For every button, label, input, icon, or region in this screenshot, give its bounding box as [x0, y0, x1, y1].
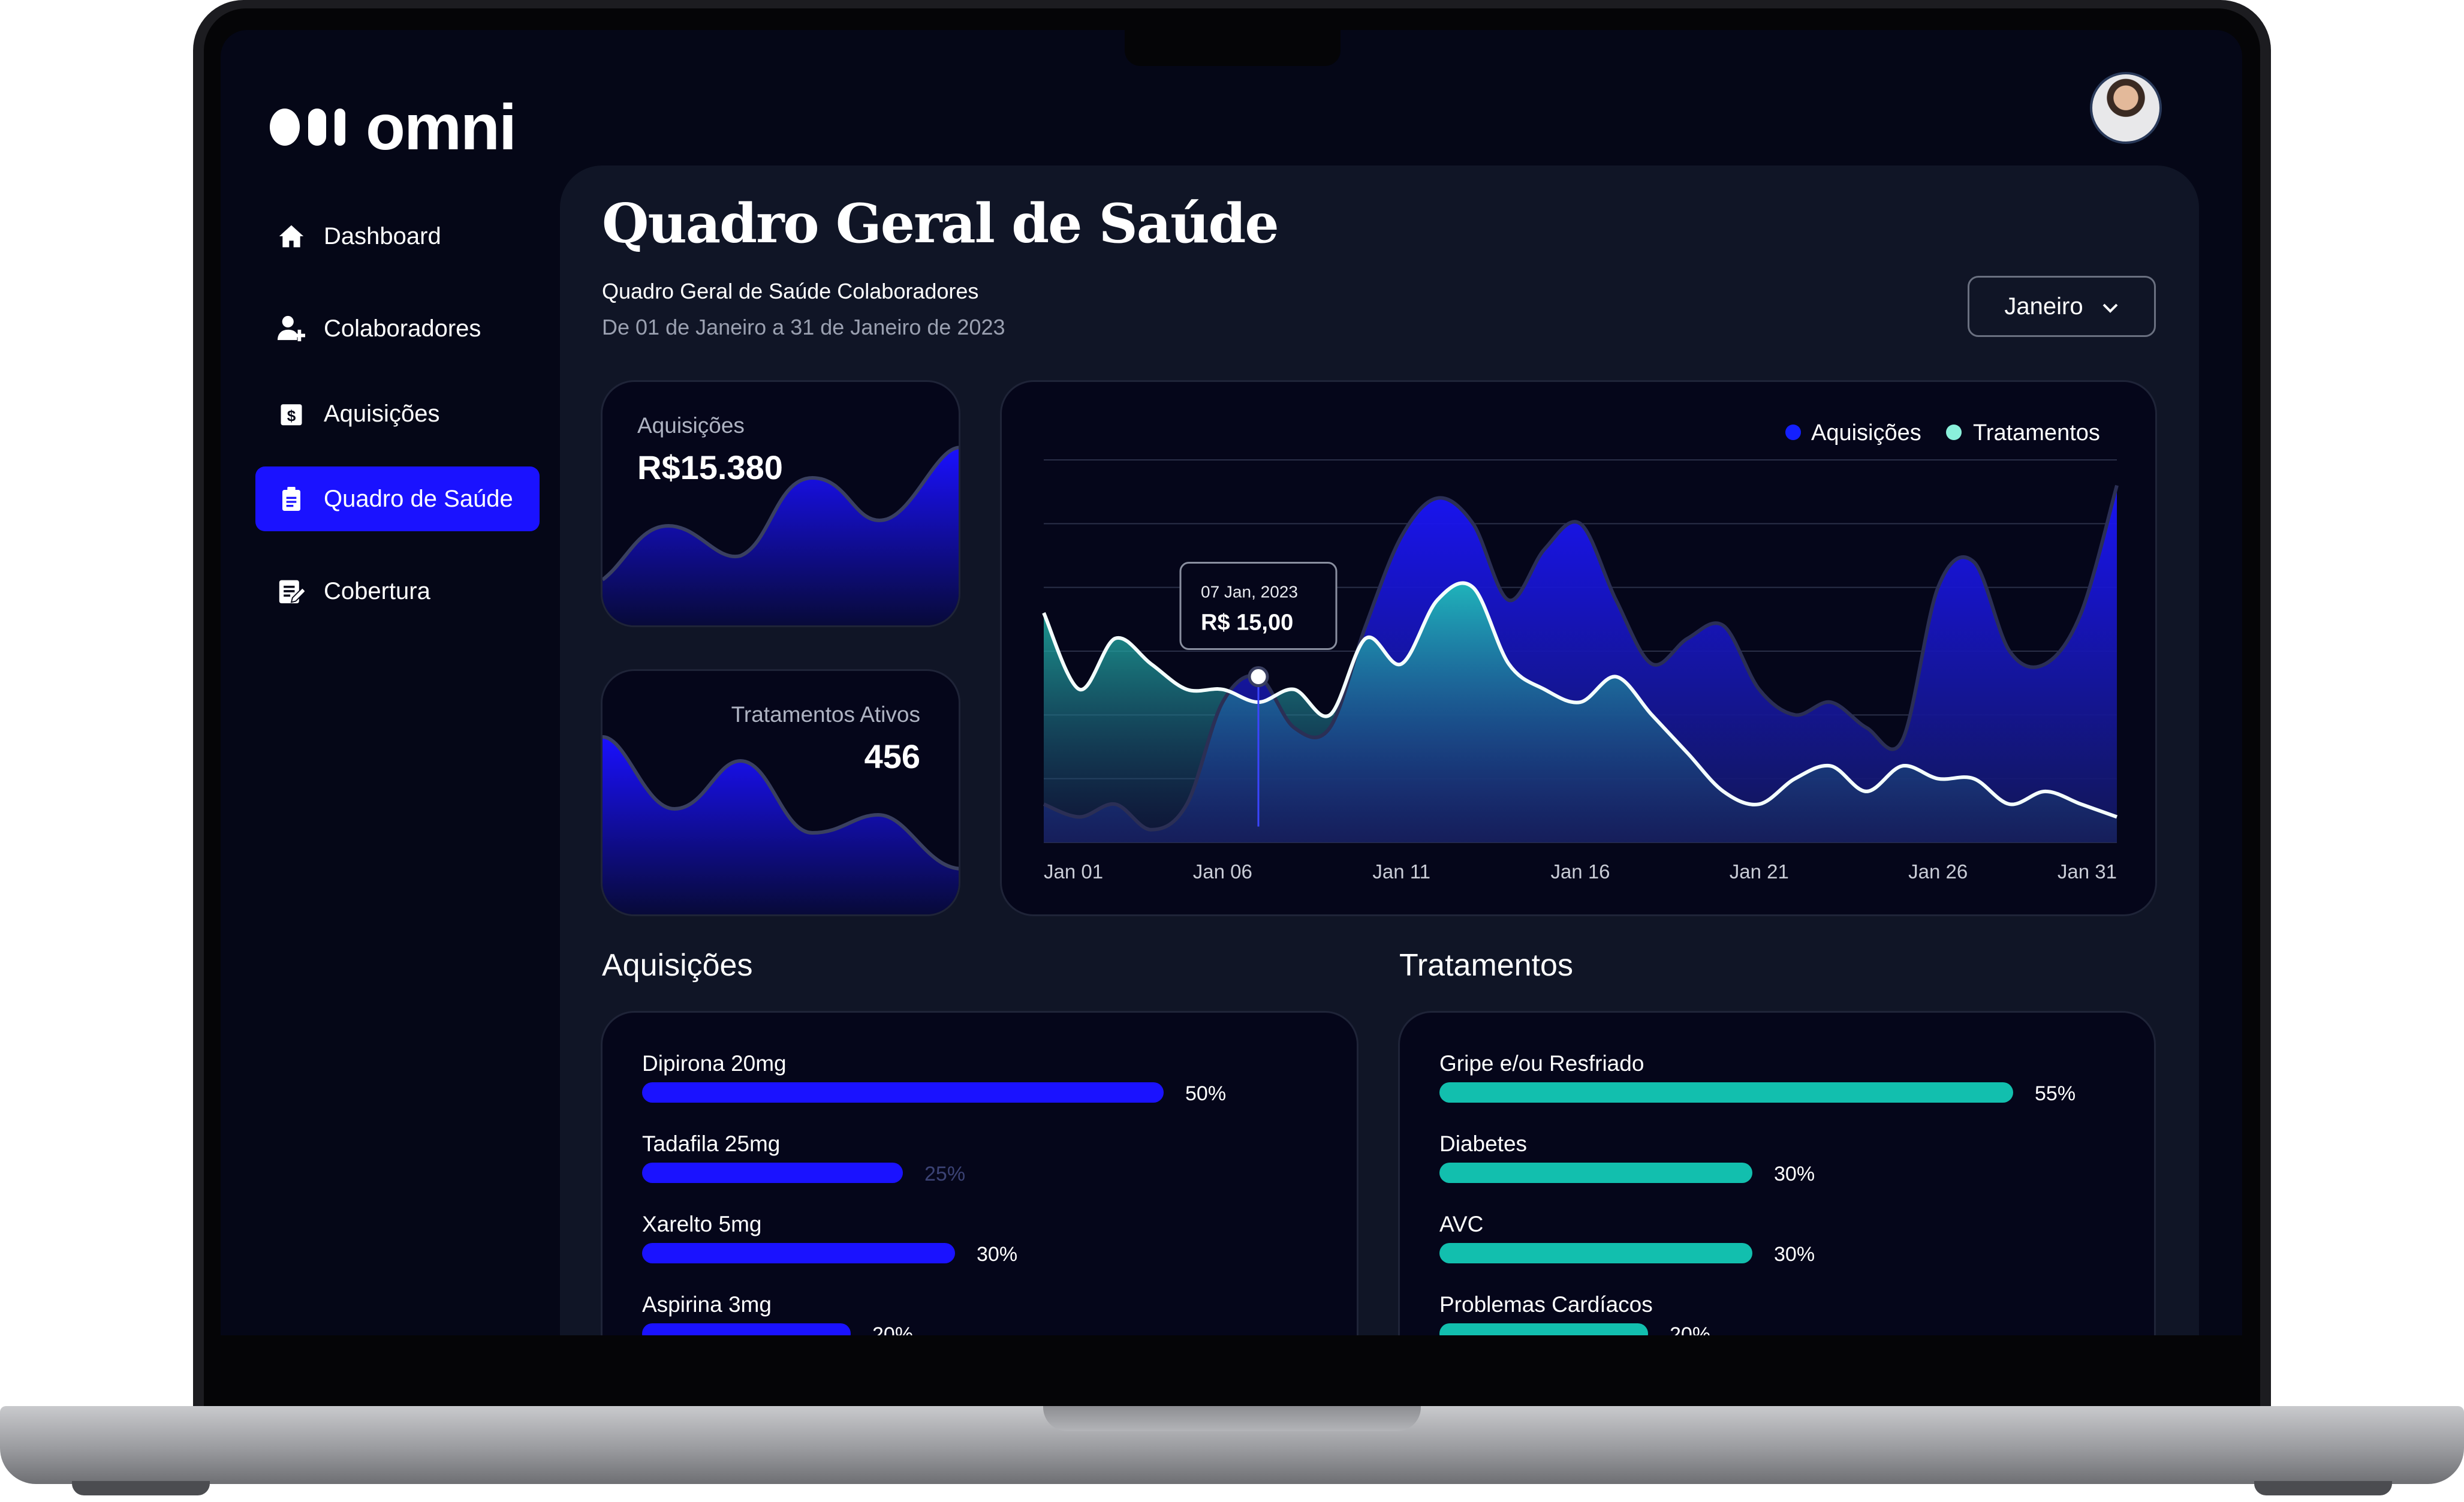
sidebar-item-label: Cobertura — [324, 577, 430, 604]
bar-label: Dipirona 20mg — [642, 1051, 787, 1076]
x-tick-label: Jan 06 — [1193, 860, 1252, 883]
progress-bar — [642, 1243, 955, 1263]
acquisitions-sparkline — [603, 446, 959, 625]
month-select[interactable]: Janeiro — [1968, 276, 2156, 337]
bar-label: Diabetes — [1439, 1131, 1528, 1156]
logo-mark-icon — [270, 109, 345, 146]
legend-dot-aquisicoes — [1785, 425, 1801, 440]
bar-percent: 30% — [977, 1243, 1018, 1266]
sidebar-item-colaboradores[interactable]: Colaboradores — [255, 296, 540, 361]
x-tick-label: Jan 01 — [1044, 860, 1103, 883]
kpi-label: Aquisições — [637, 413, 745, 438]
logo-text: omni — [366, 91, 517, 163]
kpi-value: 456 — [864, 738, 920, 775]
x-tick-label: Jan 21 — [1730, 860, 1789, 883]
progress-bar — [642, 1323, 851, 1335]
tooltip-date: 07 Jan, 2023 — [1201, 583, 1298, 601]
bar-label: Gripe e/ou Resfriado — [1439, 1051, 1644, 1076]
legend-dot-tratamentos — [1946, 425, 1962, 440]
progress-bar — [1439, 1163, 1752, 1183]
x-tick-label: Jan 26 — [1908, 860, 1968, 883]
sidebar-item-dashboard[interactable]: Dashboard — [255, 204, 540, 269]
sidebar-item-label: Aquisições — [324, 400, 440, 427]
tooltip-value: R$ 15,00 — [1201, 610, 1293, 636]
series-line-aquisicoes — [1043, 484, 2119, 832]
x-tick-label: Jan 16 — [1550, 860, 1610, 883]
series-area-tratamentos — [1044, 583, 2117, 842]
laptop-chin — [204, 1335, 2260, 1406]
progress-bar — [1439, 1323, 1648, 1335]
bar-percent: 30% — [1774, 1243, 1815, 1266]
chart-tooltip — [1179, 562, 1338, 651]
area-chart[interactable]: Jan 01 Jan 06 Jan 11 Jan 16 Jan 21 Jan 26 Jan … — [1002, 382, 2157, 916]
bar-label: Aspirina 3mg — [642, 1292, 772, 1317]
money-icon: $ — [275, 400, 308, 428]
bar-label: Problemas Cardíacos — [1439, 1292, 1653, 1317]
kpi-label: Tratamentos Ativos — [731, 702, 920, 727]
laptop-opening-notch — [1043, 1406, 1421, 1431]
bar-label: Tadafila 25mg — [642, 1131, 781, 1156]
acquisitions-list-card: Dipirona 20mg 50% Tadafila 25mg 25% Xarelto … — [601, 1011, 1358, 1335]
bar-percent: 55% — [2035, 1082, 2076, 1105]
month-select-value: Janeiro — [2004, 293, 2083, 320]
sidebar-item-quadro-de-saude[interactable]: Quadro de Saúde — [255, 466, 540, 531]
avatar[interactable] — [2090, 72, 2162, 144]
bar-percent: 50% — [1185, 1082, 1227, 1105]
user-add-icon — [275, 315, 308, 342]
legend-label-tratamentos: Tratamentos — [1973, 420, 2100, 446]
bar-percent: 25% — [924, 1163, 966, 1185]
x-tick-label: Jan 31 — [2058, 860, 2117, 883]
bar-label: AVC — [1439, 1212, 1484, 1236]
bar-label: Xarelto 5mg — [642, 1212, 762, 1236]
treatments-sparkline — [603, 735, 959, 914]
camera-notch — [1125, 22, 1341, 66]
omni-logo[interactable]: omni — [270, 91, 517, 163]
screen: omni Dashboard Colaboradores $ Aquisiçõe… — [221, 30, 2242, 1335]
progress-bar — [642, 1082, 1164, 1103]
section-title-tratamentos: Tratamentos — [1399, 948, 1573, 983]
bar-percent: 20% — [872, 1323, 914, 1335]
kpi-value: R$15.380 — [637, 449, 783, 486]
kpi-card-treatments[interactable]: Tratamentos Ativos 456 — [601, 669, 960, 916]
x-tick-label: Jan 11 — [1372, 860, 1430, 883]
sidebar-item-aquisicoes[interactable]: $ Aquisições — [255, 381, 540, 446]
clipboard-icon — [275, 485, 308, 513]
progress-bar — [1439, 1082, 2013, 1103]
sidebar-item-cobertura[interactable]: Cobertura — [255, 559, 540, 624]
kpi-card-acquisitions[interactable]: Aquisições R$15.380 — [601, 380, 960, 627]
legend-label-aquisicoes: Aquisições — [1811, 420, 1921, 446]
chart-card: Jan 01 Jan 06 Jan 11 Jan 16 Jan 21 Jan 26 Jan … — [1000, 380, 2157, 916]
page-subtitle: Quadro Geral de Saúde Colaboradores — [602, 279, 979, 303]
svg-text:$: $ — [287, 407, 296, 425]
laptop-foot — [2254, 1481, 2392, 1495]
bar-percent: 30% — [1774, 1163, 1815, 1185]
page-title: Quadro Geral de Saúde — [602, 192, 1279, 255]
date-range: De 01 de Janeiro a 31 de Janeiro de 2023 — [602, 315, 1005, 339]
bar-percent: 20% — [1670, 1323, 1711, 1335]
section-title-aquisicoes: Aquisições — [602, 948, 753, 983]
sidebar-item-label: Dashboard — [324, 222, 441, 249]
sidebar-item-label: Colaboradores — [324, 315, 481, 342]
chevron-down-icon — [2101, 293, 2119, 320]
sidebar-item-label: Quadro de Saúde — [324, 485, 513, 512]
home-icon — [275, 223, 308, 249]
treatments-list-card: Gripe e/ou Resfriado 55% Diabetes 30% AVC 30%… — [1398, 1011, 2156, 1335]
series-line-tratamentos — [1042, 581, 2118, 819]
tooltip-point[interactable] — [1248, 666, 1269, 688]
progress-bar — [1439, 1243, 1752, 1263]
edit-document-icon — [275, 577, 308, 605]
progress-bar — [642, 1163, 903, 1183]
laptop-foot — [72, 1481, 210, 1495]
